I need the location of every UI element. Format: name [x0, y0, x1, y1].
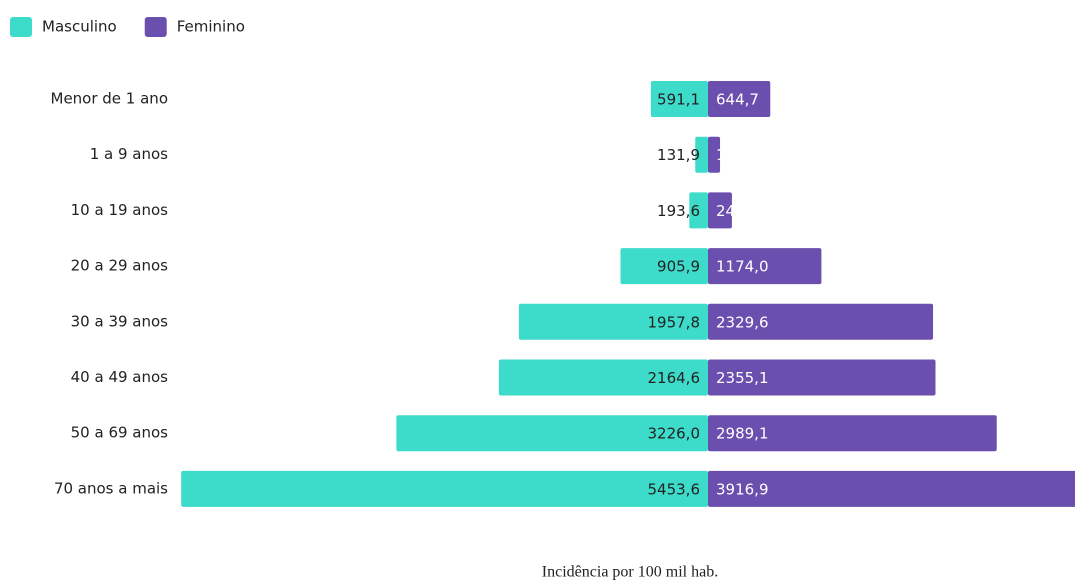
value-label: 124,6 — [716, 146, 759, 164]
bar — [708, 248, 822, 285]
bar — [518, 303, 708, 340]
category-label: 50 a 69 anos — [71, 424, 169, 442]
bar — [708, 192, 732, 229]
bar — [181, 470, 708, 507]
legend-swatch — [144, 17, 167, 37]
x-axis-label: Incidência por 100 mil hab. — [542, 564, 718, 581]
bar — [396, 415, 708, 452]
category-label: 70 anos a mais — [54, 479, 168, 497]
bar — [650, 81, 708, 117]
value-label: 193,6 — [657, 202, 700, 220]
value-label: 2329,6 — [716, 313, 769, 331]
bar — [708, 136, 721, 173]
bar — [620, 248, 708, 285]
bar — [689, 192, 708, 229]
category-label: 20 a 29 anos — [71, 257, 169, 275]
value-label: 131,9 — [657, 146, 700, 164]
value-label: 5453,6 — [648, 480, 701, 498]
category-label: 1 a 9 anos — [90, 145, 168, 163]
value-label: 2989,1 — [716, 425, 769, 443]
legend-swatch — [10, 17, 32, 37]
category-label: Menor de 1 ano — [51, 90, 169, 108]
legend-label: Feminino — [177, 18, 245, 36]
value-label: 3226,0 — [648, 425, 701, 443]
category-label: 30 a 39 anos — [71, 312, 169, 330]
value-label: 905,9 — [657, 258, 700, 276]
value-label: 591,1 — [657, 91, 700, 109]
bar — [708, 303, 934, 340]
legend-label: Masculino — [42, 18, 117, 36]
value-label: 1174,0 — [716, 258, 769, 276]
bar — [498, 359, 708, 396]
bar — [695, 136, 708, 173]
value-label: 3916,9 — [716, 480, 769, 498]
value-label: 644,7 — [716, 91, 759, 109]
bar — [708, 359, 936, 396]
value-label: 247,6 — [716, 202, 759, 220]
bar — [708, 415, 997, 452]
bar — [708, 470, 1075, 507]
value-label: 2355,1 — [716, 369, 769, 387]
category-label: 10 a 19 anos — [71, 201, 169, 219]
category-label: 40 a 49 anos — [71, 368, 169, 386]
value-label: 2164,6 — [648, 369, 701, 387]
value-label: 1957,8 — [648, 313, 701, 331]
bar — [708, 81, 771, 117]
